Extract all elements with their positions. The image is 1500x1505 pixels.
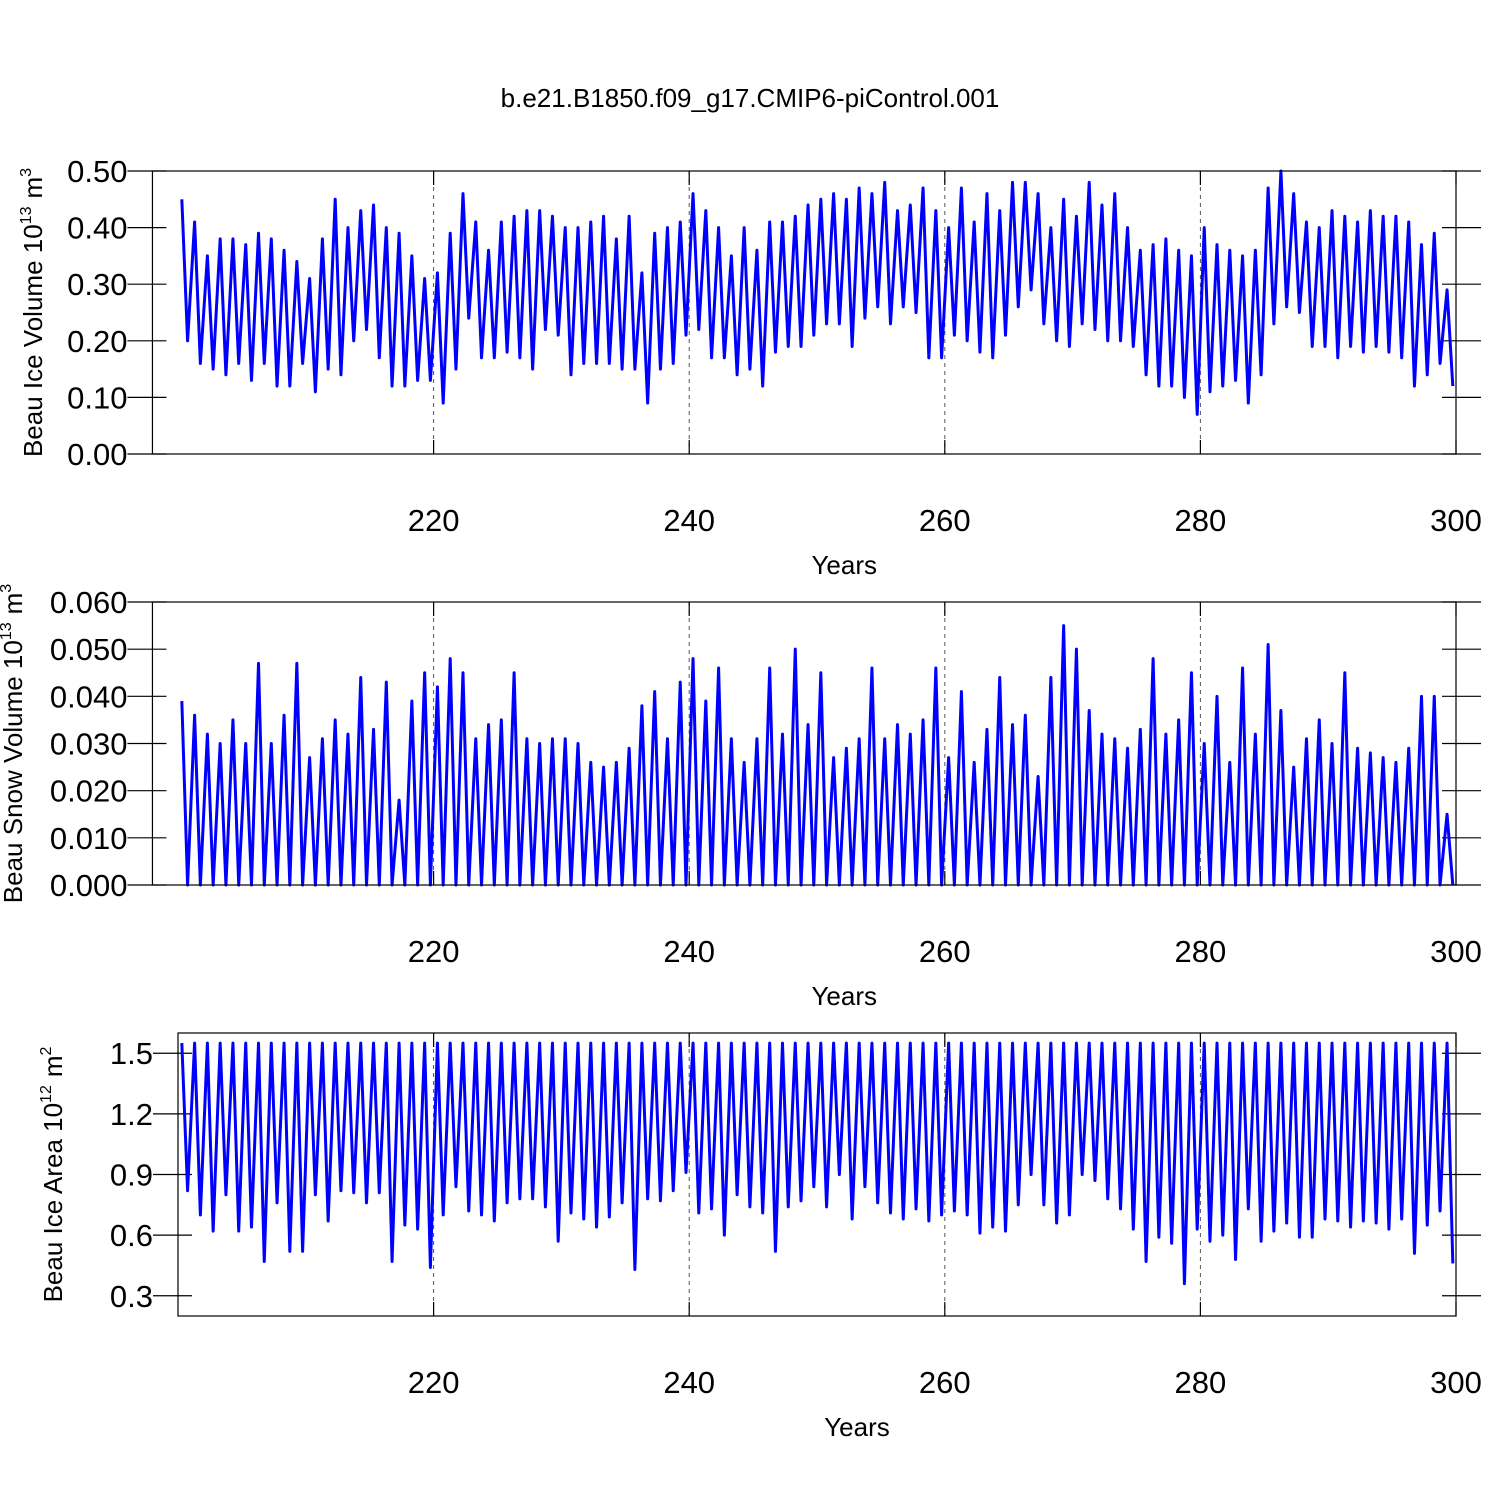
x-tick-label: 280 [1175, 1365, 1227, 1400]
x-tick-label: 240 [663, 1365, 715, 1400]
y-tick-label: 0.000 [50, 868, 128, 903]
y-axis-label: Beau Ice Volume 1013 m3 [18, 168, 48, 457]
y-axis-label-exponent: 13 [18, 206, 35, 224]
y-axis-label-exponent: 12 [38, 1085, 55, 1103]
x-tick-label: 260 [919, 503, 971, 538]
y-tick-label: 1.5 [110, 1036, 153, 1071]
y-axis-label-text: Beau Snow Volume 10 [0, 640, 28, 903]
y-axis-label-exponent: 13 [0, 622, 15, 640]
y-tick-label: 0.020 [50, 774, 128, 809]
data-line [180, 169, 1455, 416]
data-line [180, 1041, 1455, 1286]
x-tick-label: 300 [1430, 1365, 1482, 1400]
y-tick-label: 0.50 [67, 154, 127, 189]
y-axis-label-unit: m [18, 177, 48, 199]
x-tick-label: 240 [663, 503, 715, 538]
x-tick-label: 240 [663, 934, 715, 969]
x-tick-label: 220 [408, 1365, 460, 1400]
y-tick-label: 0.010 [50, 821, 128, 856]
y-tick-label: 0.050 [50, 632, 128, 667]
x-tick-label: 260 [919, 1365, 971, 1400]
y-axis-label-unit: m [0, 593, 28, 615]
x-tick-label: 220 [408, 503, 460, 538]
y-tick-label: 0.30 [67, 267, 127, 302]
x-tick-label: 260 [919, 934, 971, 969]
x-tick-label: 300 [1430, 503, 1482, 538]
y-axis-label-text: Beau Ice Volume 10 [18, 224, 48, 457]
y-axis-label-exponent: 3 [18, 168, 35, 177]
y-tick-label: 0.040 [50, 679, 128, 714]
y-tick-label: 0.6 [110, 1218, 153, 1253]
x-tick-label: 280 [1175, 503, 1227, 538]
y-axis-label: Beau Snow Volume 1013 m3 [0, 584, 28, 904]
y-tick-label: 0.9 [110, 1158, 153, 1193]
y-axis-label-exponent: 2 [38, 1046, 55, 1055]
y-tick-label: 0.060 [50, 585, 128, 620]
y-tick-label: 0.20 [67, 324, 127, 359]
x-tick-label: 300 [1430, 934, 1482, 969]
y-tick-label: 0.030 [50, 727, 128, 762]
x-axis-label: Years [811, 981, 877, 1011]
y-tick-label: 1.2 [110, 1097, 153, 1132]
y-axis-label-unit: m [38, 1055, 68, 1077]
x-axis-label: Years [824, 1412, 890, 1442]
chart-title: b.e21.B1850.f09_g17.CMIP6-piControl.001 [501, 83, 1000, 113]
y-axis-label-text: Beau Ice Area 10 [38, 1103, 68, 1302]
data-line [180, 624, 1455, 887]
y-axis-label-exponent: 3 [0, 584, 15, 593]
plot-frame [177, 1032, 1457, 1317]
y-tick-label: 0.40 [67, 211, 127, 246]
y-tick-label: 0.10 [67, 380, 127, 415]
x-tick-label: 220 [408, 934, 460, 969]
plot-frame [151, 170, 1457, 455]
y-axis-label: Beau Ice Area 1012 m2 [38, 1046, 68, 1302]
x-tick-label: 280 [1175, 934, 1227, 969]
y-tick-label: 0.00 [67, 437, 127, 472]
x-axis-label: Years [811, 550, 877, 580]
plot-frame [151, 601, 1457, 886]
y-tick-label: 0.3 [110, 1279, 153, 1314]
